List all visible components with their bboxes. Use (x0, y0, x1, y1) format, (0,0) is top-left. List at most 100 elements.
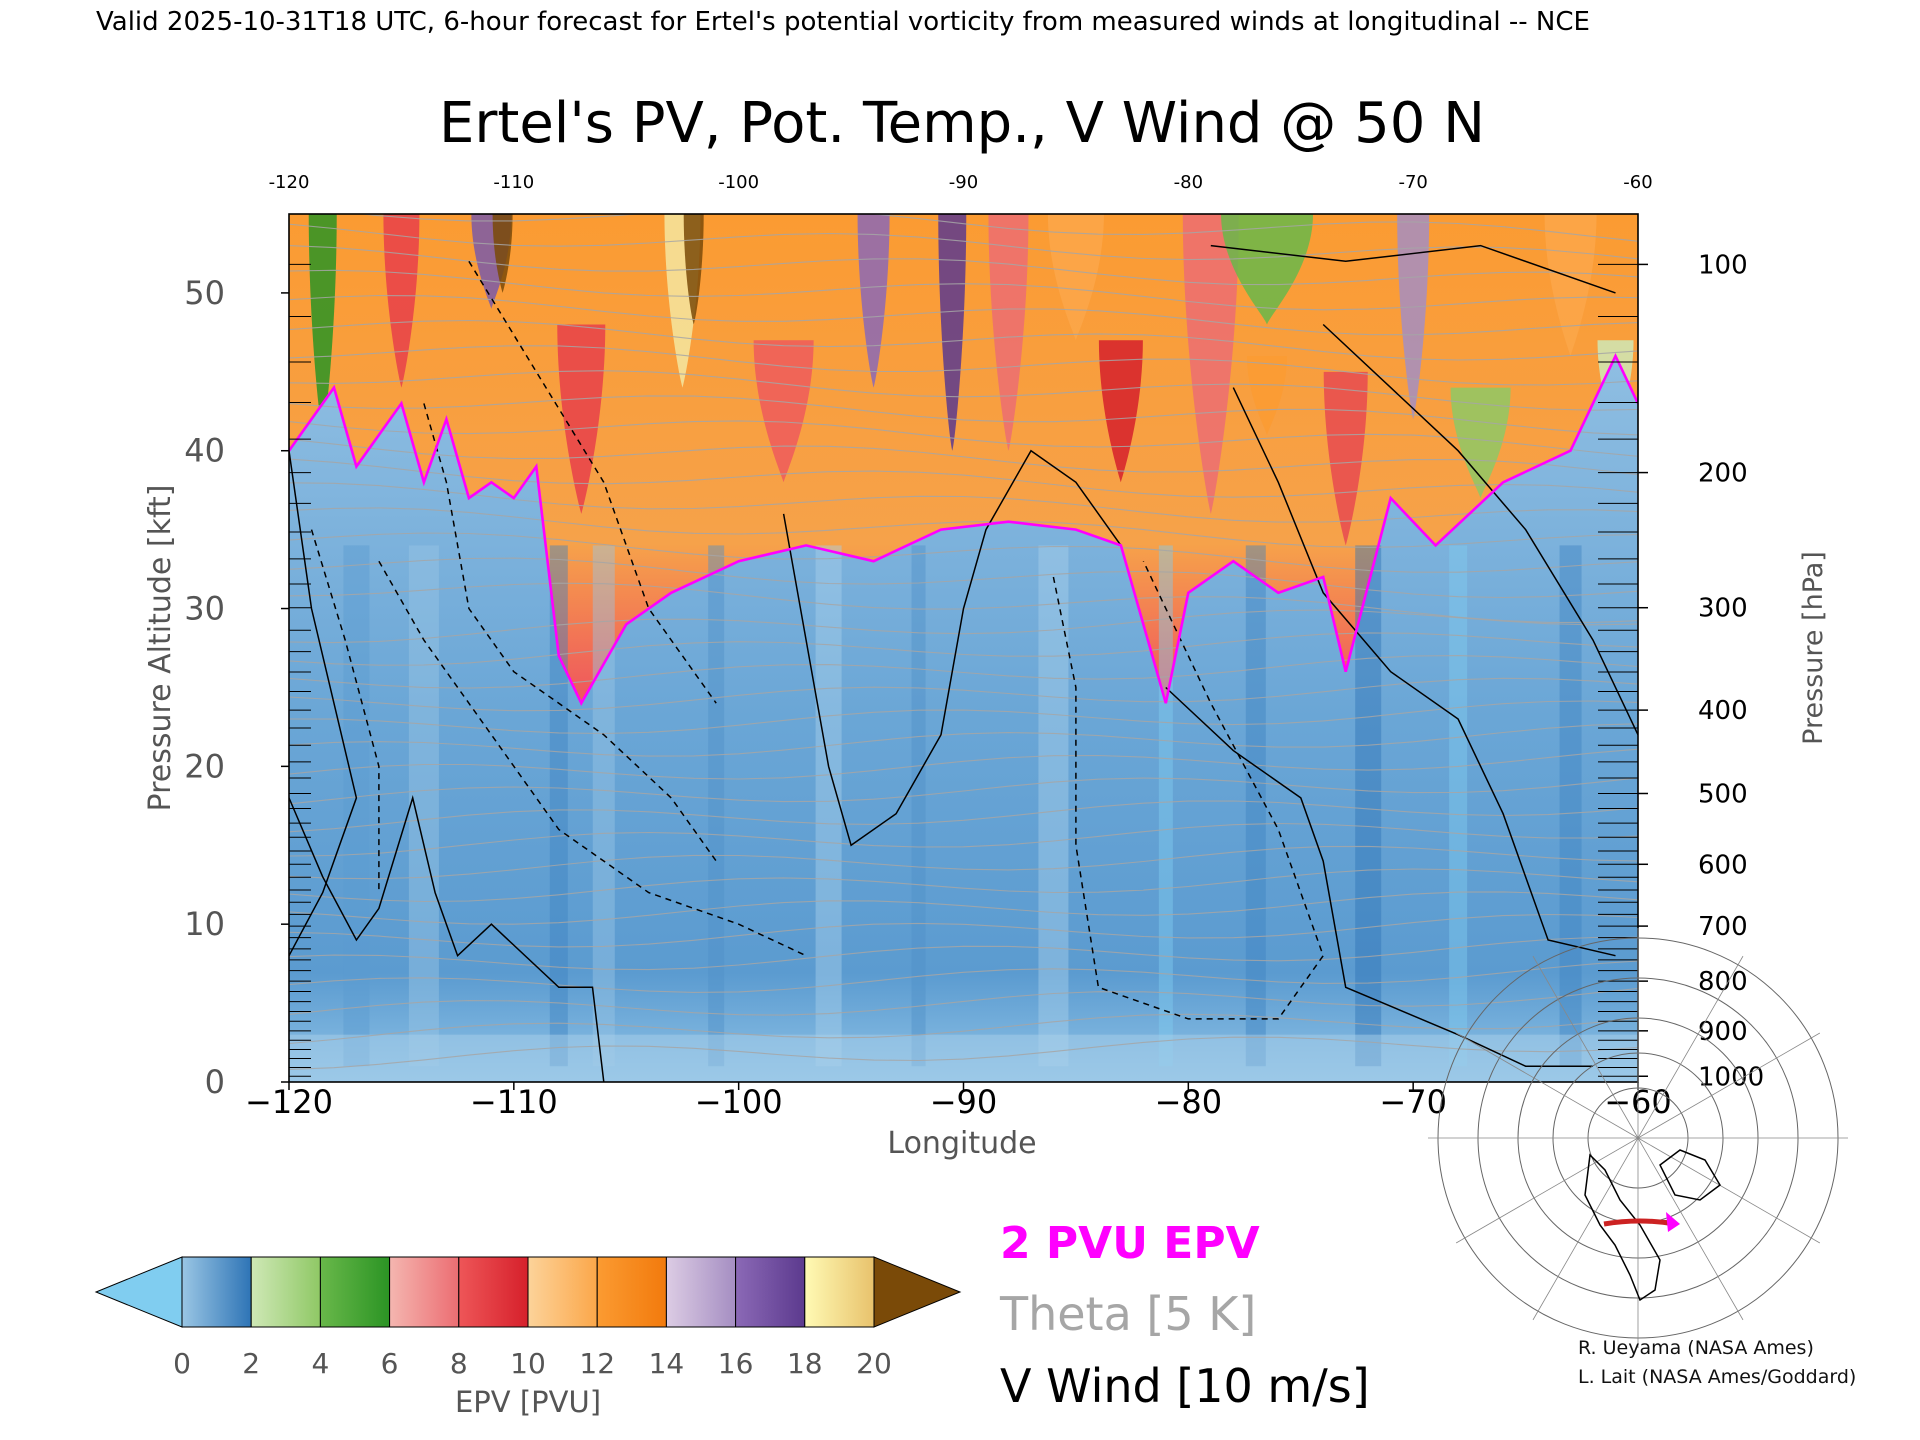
wind-contour-3 (1165, 686, 1593, 1067)
wind-contour-2 (782, 449, 1122, 847)
colorbar-tick-label: 6 (381, 1347, 399, 1380)
pv-feature-19 (1544, 214, 1597, 357)
pv-feature-14 (1221, 214, 1314, 325)
pv-streak-2 (549, 545, 568, 1067)
top-tick-label: -90 (949, 172, 978, 193)
x-tick-label: −90 (930, 1083, 998, 1121)
theta-contour-25 (289, 438, 1638, 476)
pressure-tick-label: 1000 (1698, 1062, 1764, 1092)
theta-contour-16 (289, 655, 1638, 689)
theta-contour-20 (289, 557, 1638, 599)
theta-contour-11 (289, 777, 1638, 805)
top-tick-label: -60 (1623, 172, 1652, 193)
theta-contour-6 (289, 891, 1638, 925)
pv-feature-10 (988, 214, 1029, 451)
theta-contours (289, 214, 1638, 1070)
colorbar-tick-label: 12 (579, 1347, 615, 1380)
pv-streak-6 (911, 545, 926, 1067)
pv-feature-7 (753, 340, 814, 483)
plot-area (289, 214, 1638, 1082)
pressure-tick-label: 600 (1698, 850, 1748, 880)
pv-streak-8 (1158, 545, 1173, 1067)
y-tick-label: 0 (205, 1063, 225, 1101)
y-tick-label: 50 (184, 274, 225, 312)
colorbar-tick-label: 2 (242, 1347, 260, 1380)
map-meridian (1455, 1137, 1639, 1244)
colorbar-tick-label: 4 (311, 1347, 329, 1380)
colorbar-label: EPV [PVU] (455, 1385, 601, 1419)
colorbar-segment (458, 1256, 529, 1328)
theta-contour-2 (289, 987, 1638, 1016)
x-tick-label: −110 (470, 1083, 558, 1121)
wind-contour-11 (310, 529, 380, 893)
pressure-tick-label: 500 (1698, 779, 1748, 809)
pv-streak-7 (1038, 545, 1069, 1067)
pv-surface-layer (289, 1034, 1638, 1082)
theta-contour-35 (357, 214, 1638, 242)
map-meridian (1637, 1137, 1821, 1244)
colorbar-tick-label: 14 (649, 1347, 685, 1380)
theta-contour-14 (289, 700, 1638, 735)
inset-map (1428, 928, 1848, 1348)
wind-contour-5 (1322, 323, 1638, 736)
wind-contour-1 (289, 450, 358, 957)
longitude-tick-labels: −120 −110 −100 −90 −80 −70 −60 (245, 1082, 1672, 1121)
theta-contour-13 (289, 723, 1638, 757)
pv-streak-12 (1559, 545, 1582, 1067)
theta-contour-0 (289, 1036, 1638, 1070)
colorbar: 0 2 4 6 8 10 12 14 16 18 20 (94, 1256, 962, 1380)
colorbar-tick-label: 0 (173, 1347, 191, 1380)
theta-contour-28 (289, 370, 1638, 411)
pv-feature-15 (1247, 356, 1288, 435)
colorbar-segment (319, 1256, 391, 1328)
map-cross-section-arrow (1666, 1212, 1680, 1232)
theta-contour-30 (289, 319, 1638, 361)
pressure-ticks: 100 200 300 400 500 600 700 800 900 1000 (289, 250, 1764, 1092)
map-coastline (1584, 1153, 1661, 1302)
map-meridian (1532, 955, 1639, 1139)
legend-vwind: V Wind [10 m/s] (1000, 1359, 1370, 1413)
y-tick-label: 30 (184, 590, 225, 628)
theta-contour-32 (289, 269, 1638, 311)
theta-contour-8 (289, 845, 1638, 880)
pressure-tick-label: 300 (1698, 594, 1748, 624)
theta-contour-29 (289, 345, 1638, 386)
pressure-tick-label: 200 (1698, 459, 1748, 489)
y-axis-label: Pressure Altitude [kft] (143, 485, 178, 812)
wind-contour-0 (289, 795, 605, 1082)
top-tick-labels: -120 -110 -100 -90 -80 -70 -60 (269, 172, 1653, 193)
pressure-tick-label: 800 (1698, 967, 1748, 997)
map-greenland (1659, 1149, 1721, 1201)
colorbar-segment (250, 1256, 321, 1328)
x-tick-label: −120 (245, 1083, 333, 1121)
theta-contour-7 (289, 868, 1638, 903)
colorbar-segment (665, 1256, 737, 1328)
colorbar-under-arrow (94, 1256, 183, 1328)
y-tick-label: 40 (184, 432, 225, 470)
theta-contour-27 (289, 395, 1638, 436)
pressure-tick-label: 400 (1698, 696, 1748, 726)
theta-contour-15 (289, 677, 1638, 712)
colorbar-tick-label: 10 (510, 1347, 546, 1380)
pressure-tick-label: 700 (1698, 912, 1748, 942)
x-tick-label: −80 (1155, 1083, 1223, 1121)
colorbar-tick-label: 20 (856, 1347, 892, 1380)
x-tick-label: −70 (1379, 1083, 1447, 1121)
colorbar-tick-label: 16 (718, 1347, 754, 1380)
y-tick-label: 20 (184, 747, 225, 785)
top-tick-label: -110 (493, 172, 534, 193)
troposphere-pv-field (289, 356, 1638, 1082)
theta-contour-17 (289, 632, 1638, 666)
altitude-tick-labels: 0 10 20 30 40 50 (184, 274, 289, 1101)
pv-feature-17 (1397, 214, 1430, 420)
pv-feature-13 (1182, 214, 1239, 514)
x-axis-label: Longitude (887, 1126, 1036, 1161)
pv-feature-1 (383, 214, 420, 388)
pv-feature-4 (557, 324, 606, 514)
theta-contour-18 (289, 609, 1638, 644)
chart-title: Ertel's PV, Pot. Temp., V Wind @ 50 N (439, 91, 1485, 156)
pv-streak-1 (408, 545, 439, 1067)
colorbar-segment (527, 1256, 598, 1328)
theta-contour-1 (289, 1013, 1638, 1045)
